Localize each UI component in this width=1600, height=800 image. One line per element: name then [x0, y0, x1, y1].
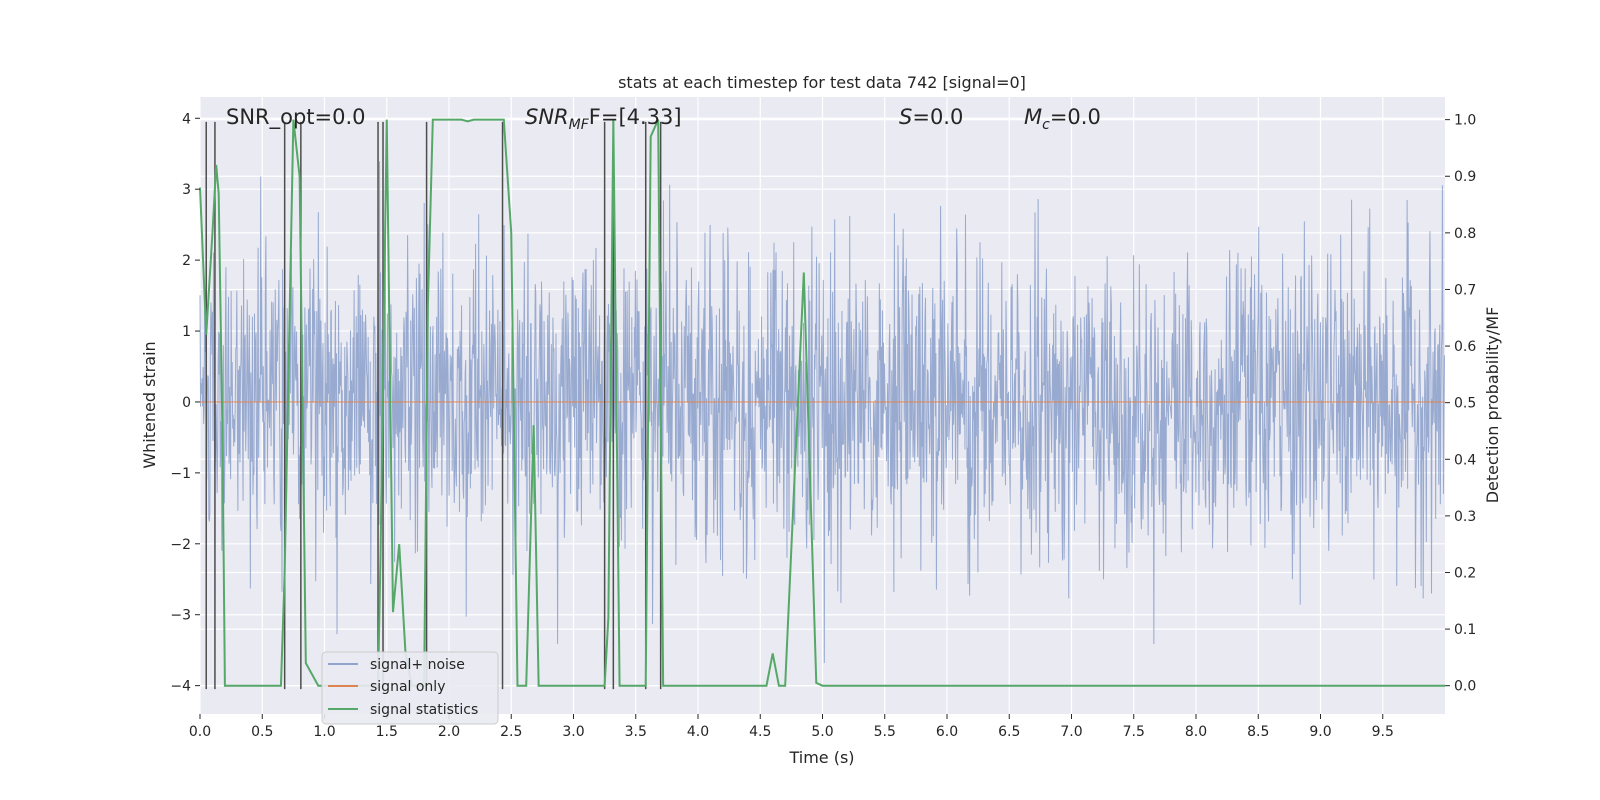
y-axis-label: Whitened strain [140, 341, 159, 468]
legend: signal+ noise signal only signal statist… [321, 651, 499, 725]
annotation-snr-mf-main: SNR [525, 105, 569, 129]
y2-axis-label: Detection probability/MF [1483, 307, 1502, 504]
annotation-mc-main: M [1024, 105, 1042, 129]
x-tick-label: 4.5 [749, 724, 771, 740]
noise-line [199, 161, 1446, 663]
y-tick-label: −3 [170, 608, 191, 624]
annotation-s: S=0.0 [899, 105, 963, 129]
x-tick-label: 0.0 [189, 724, 211, 740]
x-tick-label: 7.0 [1060, 724, 1082, 740]
x-tick-label: 1.5 [376, 724, 398, 740]
y-tick-label: −4 [170, 679, 191, 695]
y-tick-label: −2 [170, 537, 191, 553]
y2-tick-label: 0.8 [1454, 226, 1476, 242]
x-tick-label: 0.5 [251, 724, 273, 740]
x-axis-ticks: 0.0 0.5 1.0 1.5 2.0 2.5 3.0 3.5 4.0 4.5 5.0 5.5 6.0 6… [189, 714, 1394, 740]
x-tick-label: 3.0 [562, 724, 584, 740]
annotation-mc-sub: c [1042, 117, 1050, 133]
x-tick-label: 6.0 [936, 724, 958, 740]
signal-statistics-series [199, 118, 1445, 687]
x-tick-label: 5.5 [874, 724, 896, 740]
x-tick-label: 4.0 [687, 724, 709, 740]
x-tick-label: 9.5 [1372, 724, 1394, 740]
y2-tick-label: 0.9 [1454, 169, 1476, 185]
annotation-snr-mf-tail: F=[4.33] [589, 105, 682, 129]
y2-tick-label: 0.3 [1454, 509, 1476, 525]
annotation-snr-mf-sub: MF [569, 117, 590, 133]
legend-label-signal-only: signal only [370, 679, 445, 695]
x-tick-label: 6.5 [998, 724, 1020, 740]
y2-axis-ticks: 0.0 0.1 0.2 0.3 0.4 0.5 0.6 0.7 0.8 0.9 1.0 [1445, 113, 1476, 695]
y-tick-label: 3 [182, 182, 191, 198]
y2-tick-label: 0.2 [1454, 565, 1476, 581]
legend-box [321, 651, 499, 725]
signal-statistics-line [199, 118, 1445, 687]
y-tick-label: 2 [182, 253, 191, 269]
legend-label-signal-noise: signal+ noise [370, 657, 465, 673]
legend-label-signal-statistics: signal statistics [370, 702, 478, 718]
y-tick-label: 0 [182, 395, 191, 411]
x-tick-label: 2.5 [500, 724, 522, 740]
annotation-snr-opt: SNR_opt=0.0 [226, 105, 366, 130]
y-axis-ticks: −4 −3 −2 −1 0 1 2 3 4 [170, 111, 200, 695]
y2-tick-label: 0.6 [1454, 339, 1476, 355]
x-tick-label: 9.0 [1309, 724, 1331, 740]
x-tick-label: 2.0 [438, 724, 460, 740]
x-tick-label: 8.0 [1185, 724, 1207, 740]
x-tick-label: 1.0 [313, 724, 335, 740]
y-tick-label: −1 [170, 466, 191, 482]
annotation-snr-mf: SNRMFF=[4.33] [525, 105, 682, 133]
y2-tick-label: 0.4 [1454, 452, 1476, 468]
y2-tick-label: 0.7 [1454, 282, 1476, 298]
y2-tick-label: 0.0 [1454, 679, 1476, 695]
y2-tick-label: 0.1 [1454, 622, 1476, 638]
annotation-s-main: S [899, 105, 912, 129]
chart-title: stats at each timestep for test data 742… [618, 73, 1026, 92]
noise-series [199, 161, 1446, 663]
annotation-s-tail: =0.0 [912, 105, 963, 129]
x-axis-label: Time (s) [788, 748, 854, 767]
x-tick-label: 5.0 [811, 724, 833, 740]
annotation-mc-tail: =0.0 [1050, 105, 1101, 129]
y-tick-label: 4 [182, 111, 191, 127]
y-tick-label: 1 [182, 324, 191, 340]
y2-tick-label: 1.0 [1454, 113, 1476, 129]
x-tick-label: 7.5 [1123, 724, 1145, 740]
annotation-mc: Mc=0.0 [1024, 105, 1101, 133]
x-tick-label: 3.5 [625, 724, 647, 740]
y2-tick-label: 0.5 [1454, 396, 1476, 412]
x-tick-label: 8.5 [1247, 724, 1269, 740]
